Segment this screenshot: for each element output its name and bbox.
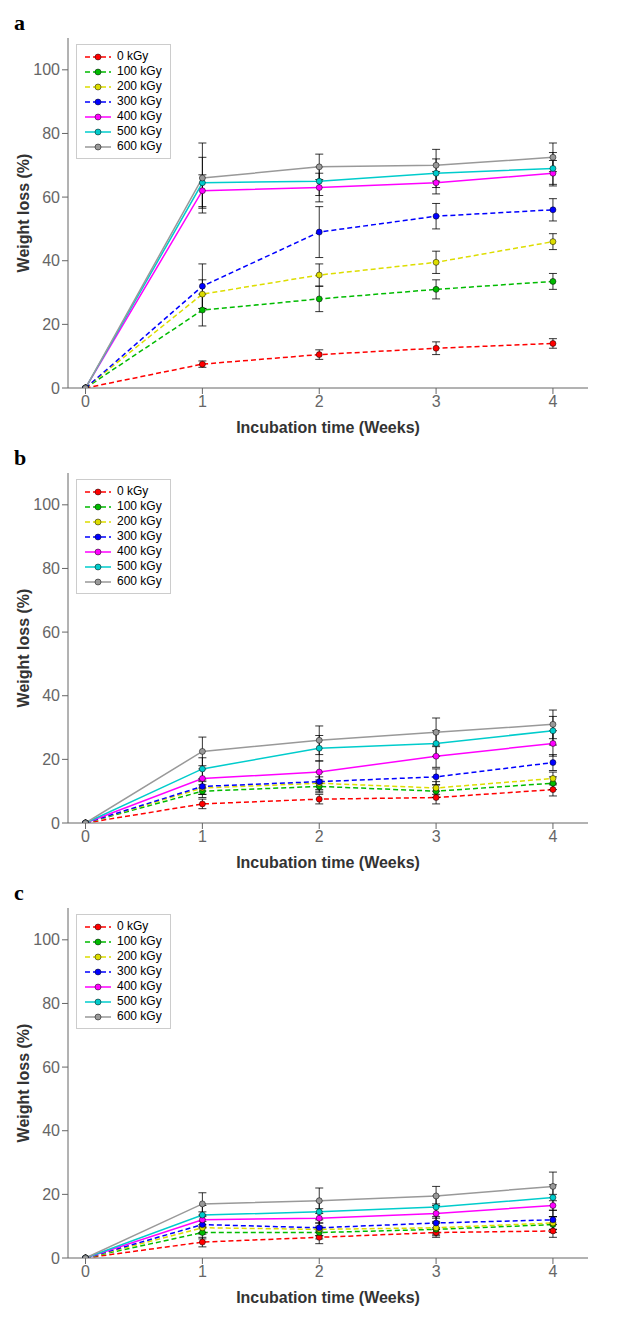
- html-text:600 kGy: 600 kGy: [117, 139, 162, 153]
- svg-text:0: 0: [81, 1263, 90, 1280]
- html-text:0 kGy: 0 kGy: [117, 484, 149, 498]
- svg-text:Incubation time (Weeks): Incubation time (Weeks): [236, 1289, 420, 1306]
- svg-text:Incubation time (Weeks): Incubation time (Weeks): [236, 854, 420, 871]
- svg-text:80: 80: [42, 125, 60, 142]
- html-text:500 kGy: 500 kGy: [117, 124, 162, 138]
- html-text:400 kGy: 400 kGy: [117, 979, 162, 993]
- svg-text:0: 0: [51, 815, 60, 832]
- html-text:100 kGy: 100 kGy: [117, 934, 162, 948]
- svg-text:80: 80: [42, 995, 60, 1012]
- html-text:0 kGy: 0 kGy: [117, 49, 149, 63]
- svg-text:60: 60: [42, 189, 60, 206]
- svg-text:Incubation time (Weeks): Incubation time (Weeks): [236, 419, 420, 436]
- svg-text:100: 100: [33, 61, 60, 78]
- svg-text:3: 3: [432, 828, 441, 845]
- html-text:0 kGy: 0 kGy: [117, 919, 149, 933]
- svg-text:2: 2: [315, 1263, 324, 1280]
- html-text:b: b: [14, 445, 27, 470]
- svg-text:Weight loss (%): Weight loss (%): [15, 589, 32, 708]
- html-text:600 kGy: 600 kGy: [117, 1009, 162, 1023]
- svg-text:40: 40: [42, 687, 60, 704]
- svg-text:0: 0: [81, 393, 90, 410]
- html-text:400 kGy: 400 kGy: [117, 109, 162, 123]
- svg-text:4: 4: [548, 393, 557, 410]
- svg-text:40: 40: [42, 1122, 60, 1139]
- svg-text:100: 100: [33, 496, 60, 513]
- svg-text:20: 20: [42, 316, 60, 333]
- svg-text:0: 0: [81, 828, 90, 845]
- html-text:300 kGy: 300 kGy: [117, 964, 162, 978]
- svg-text:3: 3: [432, 393, 441, 410]
- html-text:a: a: [14, 10, 25, 35]
- svg-text:20: 20: [42, 751, 60, 768]
- svg-text:Weight loss (%): Weight loss (%): [15, 154, 32, 273]
- html-text:100 kGy: 100 kGy: [117, 499, 162, 513]
- svg-text:20: 20: [42, 1186, 60, 1203]
- html-text:300 kGy: 300 kGy: [117, 94, 162, 108]
- html-text:400 kGy: 400 kGy: [117, 544, 162, 558]
- html-text:200 kGy: 200 kGy: [117, 79, 162, 93]
- html-text:600 kGy: 600 kGy: [117, 574, 162, 588]
- svg-text:Weight loss (%): Weight loss (%): [15, 1024, 32, 1143]
- html-text:200 kGy: 200 kGy: [117, 514, 162, 528]
- svg-text:1: 1: [198, 828, 207, 845]
- html-text:200 kGy: 200 kGy: [117, 949, 162, 963]
- html-text:500 kGy: 500 kGy: [117, 994, 162, 1008]
- svg-text:1: 1: [198, 393, 207, 410]
- svg-text:4: 4: [548, 828, 557, 845]
- svg-text:3: 3: [432, 1263, 441, 1280]
- html-text:500 kGy: 500 kGy: [117, 559, 162, 573]
- svg-text:4: 4: [548, 1263, 557, 1280]
- html-text:300 kGy: 300 kGy: [117, 529, 162, 543]
- svg-text:0: 0: [51, 380, 60, 397]
- html-text:100 kGy: 100 kGy: [117, 64, 162, 78]
- svg-text:40: 40: [42, 252, 60, 269]
- svg-text:60: 60: [42, 624, 60, 641]
- svg-text:0: 0: [51, 1250, 60, 1267]
- svg-text:2: 2: [315, 828, 324, 845]
- html-text:c: c: [14, 880, 24, 905]
- svg-text:60: 60: [42, 1059, 60, 1076]
- svg-text:80: 80: [42, 560, 60, 577]
- svg-text:1: 1: [198, 1263, 207, 1280]
- svg-text:2: 2: [315, 393, 324, 410]
- svg-text:100: 100: [33, 931, 60, 948]
